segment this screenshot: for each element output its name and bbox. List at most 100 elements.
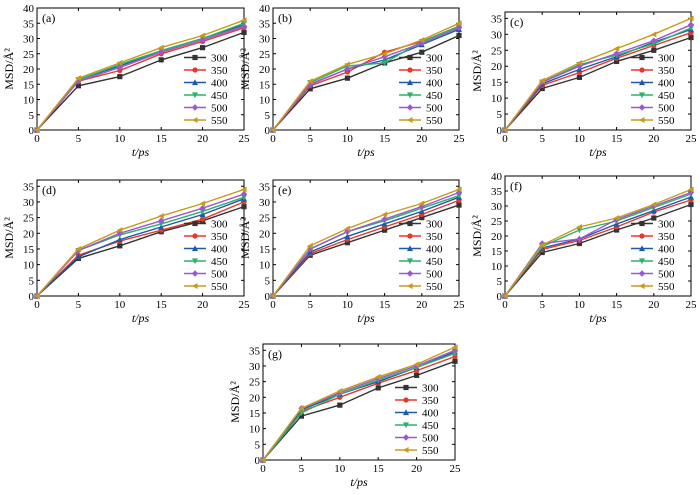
legend-label: 400 (426, 78, 443, 90)
data-point-550 (75, 245, 81, 252)
y-tick-label: 20 (491, 61, 503, 73)
legend-marker (639, 283, 645, 289)
x-tick-label: 25 (239, 133, 251, 145)
data-point-300 (651, 215, 657, 221)
series-400 (34, 195, 247, 299)
panel-d: 0 5 10 15 20 25 0 5 10 15 20 25 30 35 t/ps MSD/Å² (d) 300… (2, 179, 250, 325)
legend-label: 500 (426, 103, 443, 115)
legend-marker (192, 117, 198, 123)
y-tick-label: 0 (29, 125, 35, 137)
data-point-300 (688, 201, 694, 208)
legend-marker (407, 283, 413, 289)
legend-marker (407, 233, 413, 239)
x-tick-label: 20 (416, 299, 428, 311)
legend-marker (639, 117, 645, 123)
data-point-450 (452, 350, 458, 357)
x-tick-label: 0 (502, 299, 508, 311)
x-tick-label: 0 (34, 133, 40, 145)
y-tick-label: 5 (29, 110, 35, 122)
data-point-550 (375, 373, 381, 380)
x-axis-label: t/ps (350, 475, 368, 489)
series-550 (270, 20, 462, 133)
legend-marker (192, 233, 198, 239)
legend-marker (192, 283, 198, 289)
y-tick-label: 5 (265, 275, 271, 287)
data-point-550 (116, 59, 123, 66)
x-tick-label: 10 (334, 463, 346, 475)
data-point-300 (117, 74, 123, 80)
series-line-450 (504, 193, 692, 297)
y-tick-label: 25 (491, 216, 503, 228)
series-line-300 (262, 360, 456, 461)
data-point-300 (414, 372, 420, 378)
y-tick-label: 20 (491, 231, 503, 243)
y-tick-label: 35 (249, 345, 261, 357)
x-tick-label: 20 (648, 299, 660, 311)
data-point-550 (75, 75, 81, 82)
data-point-300 (337, 402, 343, 408)
legend-marker (639, 258, 645, 265)
data-point-300 (539, 85, 545, 92)
data-point-500 (613, 50, 620, 57)
legend-label: 550 (426, 281, 443, 293)
data-point-450 (158, 221, 165, 228)
x-tick-label: 20 (197, 133, 209, 145)
legend-label: 350 (211, 65, 228, 77)
legend-label: 400 (426, 244, 443, 256)
x-tick-label: 25 (454, 299, 466, 311)
y-tick-label: 10 (491, 93, 503, 105)
data-point-300 (419, 49, 425, 55)
data-point-550 (452, 344, 458, 351)
y-tick-label: 20 (249, 392, 261, 404)
data-point-550 (613, 45, 620, 52)
y-tick-label: 25 (23, 49, 35, 61)
data-point-300 (241, 29, 247, 35)
data-point-550 (34, 127, 40, 133)
x-tick-label: 20 (197, 299, 209, 311)
x-tick-label: 0 (260, 463, 266, 475)
series-550 (502, 186, 694, 299)
data-point-500 (418, 203, 425, 210)
data-point-550 (336, 388, 343, 395)
series-line-450 (36, 22, 245, 131)
legend-marker (407, 220, 413, 227)
legend-label: 350 (658, 231, 675, 243)
y-axis-label: MSD/Å² (2, 217, 16, 259)
y-tick-label: 15 (23, 244, 35, 256)
x-tick-label: 15 (379, 299, 391, 311)
series-line-300 (36, 31, 245, 131)
data-point-550 (539, 77, 545, 84)
x-tick-label: 10 (114, 299, 126, 311)
legend-label: 300 (211, 53, 228, 65)
panel-g: 0 5 10 15 20 25 0 5 10 15 20 25 30 35 t/ps MSD/Å² (g) 300… (228, 343, 461, 489)
data-point-500 (240, 190, 248, 198)
data-point-400 (75, 253, 82, 260)
series-line-400 (272, 196, 460, 297)
x-tick-label: 25 (686, 299, 698, 311)
y-tick-label: 30 (23, 34, 35, 46)
legend-marker (402, 434, 410, 441)
legend-marker (638, 104, 646, 111)
legend-marker (403, 397, 409, 403)
data-point-550 (381, 211, 388, 218)
y-tick-label: 40 (23, 3, 35, 15)
plot-frame (262, 343, 456, 461)
data-point-500 (381, 215, 388, 223)
data-point-550 (344, 61, 350, 68)
legend-label: 500 (211, 103, 228, 115)
data-point-550 (307, 242, 313, 249)
data-point-450 (241, 194, 247, 201)
legend-label: 400 (422, 408, 439, 420)
panel-label: (b) (278, 11, 292, 25)
panel-label: (f) (510, 179, 522, 193)
y-tick-label: 30 (491, 29, 503, 41)
legend-label: 550 (211, 115, 228, 127)
legend-marker (192, 258, 198, 265)
legend-label: 350 (426, 65, 443, 77)
y-tick-label: 35 (491, 13, 503, 25)
x-tick-label: 10 (114, 133, 126, 145)
data-point-550 (270, 293, 276, 299)
series-line-500 (36, 25, 245, 131)
